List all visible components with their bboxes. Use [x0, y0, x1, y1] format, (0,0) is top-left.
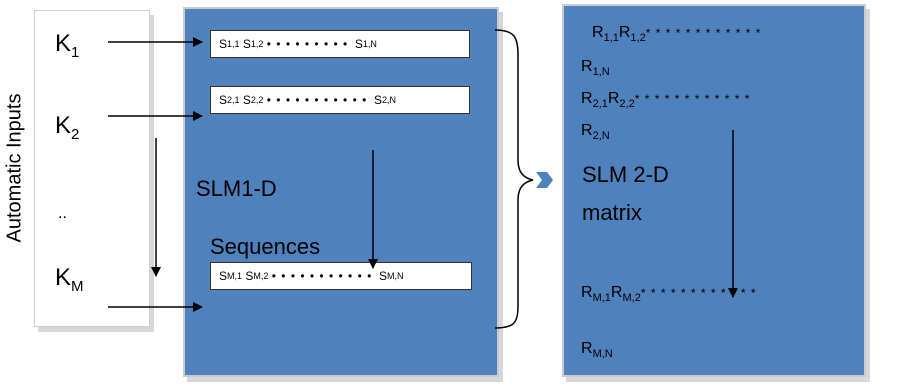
- input-ellipsis: ..: [58, 205, 67, 222]
- matrix-title-2: matrix: [582, 200, 642, 225]
- sequences-panel: [183, 7, 499, 377]
- slm1d-label: SLM1-D: [196, 176, 277, 201]
- matrix-row-m-end: RM,N: [581, 340, 613, 361]
- input-km: KM: [55, 264, 84, 295]
- matrix-row-1-end: R1,N: [581, 58, 610, 79]
- chevron-arrow-icon: [536, 172, 553, 188]
- input-k1: K1: [55, 30, 80, 61]
- matrix-row-m: RM,1RM,2* * * * * * * * * * * *: [581, 284, 757, 305]
- sequences-label: Sequences: [210, 234, 321, 259]
- inputs-panel: [34, 10, 150, 327]
- input-k2: K2: [55, 112, 80, 143]
- right-brace: [494, 29, 534, 329]
- sequence-row-2: S 2,1 S 2,2 • • • • • • • • • • • S 2,N: [210, 86, 470, 114]
- matrix-title-1: SLM 2-D: [582, 162, 669, 187]
- matrix-row-2: R2,1R2,2* * * * * * * * * * * *: [581, 90, 751, 111]
- matrix-panel: [562, 4, 866, 377]
- sequence-row-m: S M,1 S M,2 • • • • • • • • • • • S M,N: [210, 262, 472, 290]
- matrix-row-1: R1,1R1,2* * * * * * * * * * * *: [592, 24, 762, 45]
- matrix-row-2-end: R2,N: [581, 122, 610, 143]
- sequence-row-1: S 1,1 S 1,2 • • • • • • • • • S 1,N: [210, 30, 470, 58]
